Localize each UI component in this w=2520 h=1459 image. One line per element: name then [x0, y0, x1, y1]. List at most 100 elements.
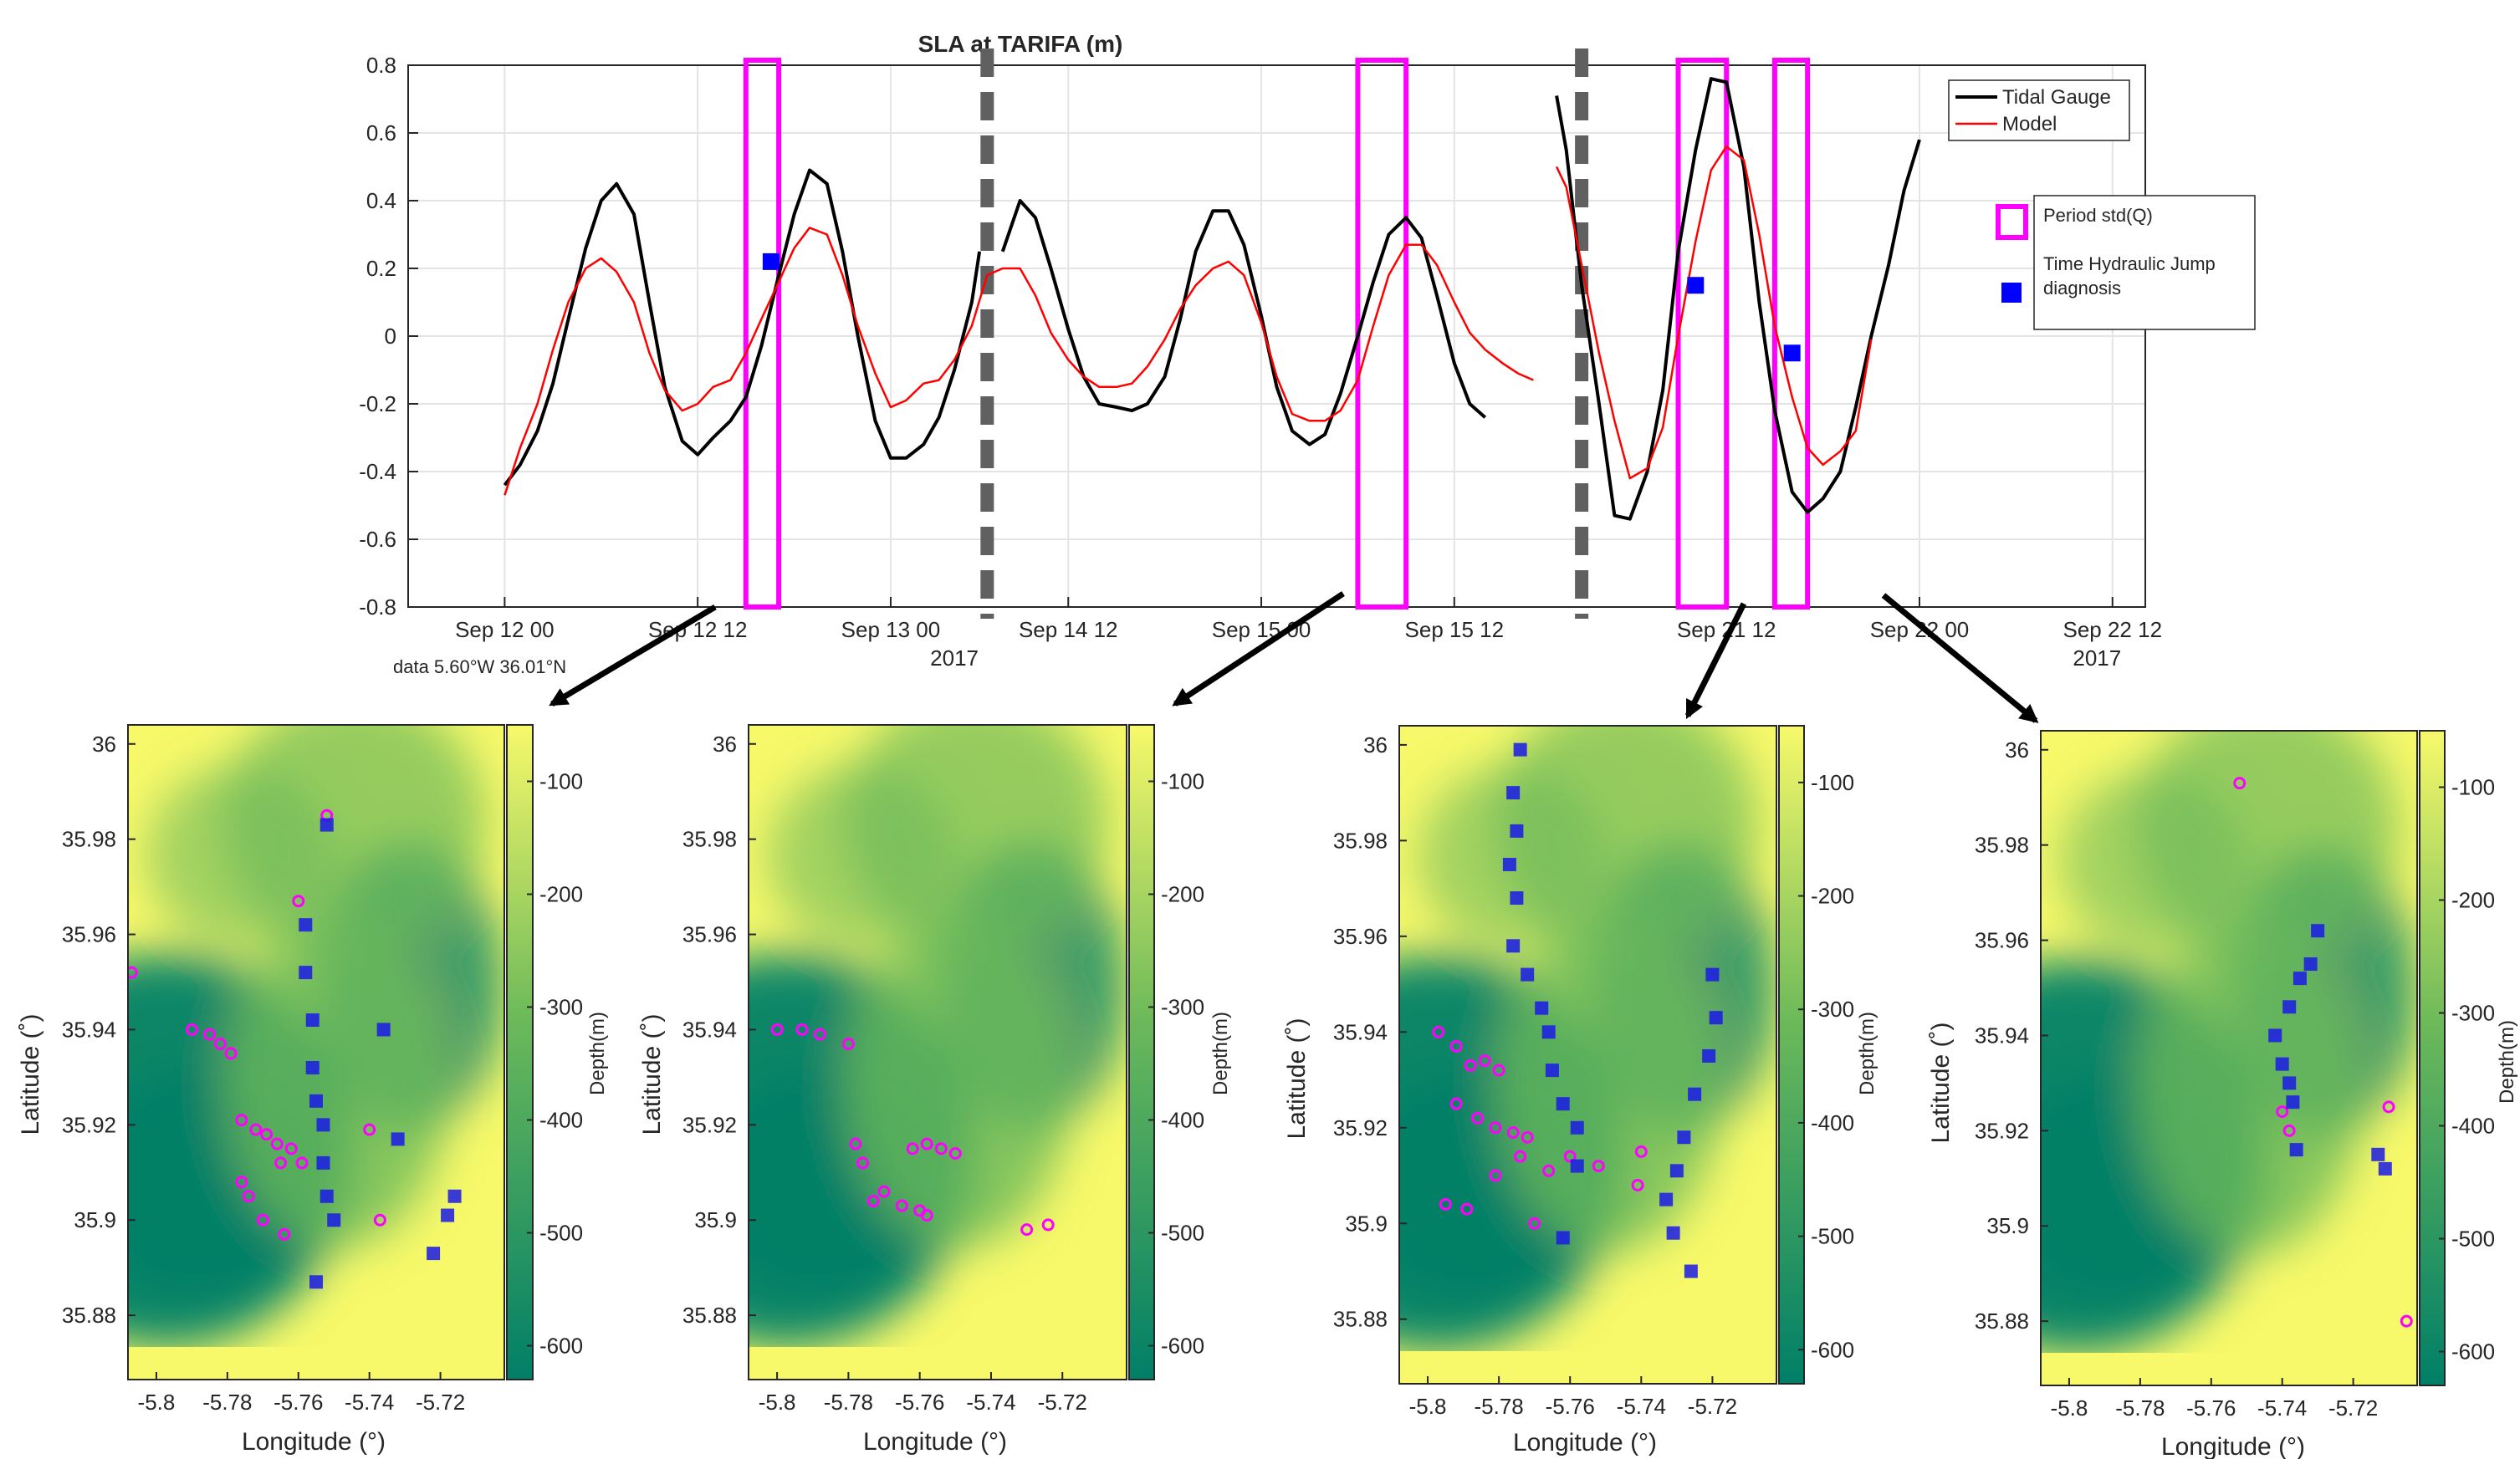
sla-time-series-chart: SLA at TARIFA (m) -0.8 -0.6 -0.4 -0.2 0 0.2 0.… — [359, 31, 2256, 677]
colorbar-tick-label: -400 — [1161, 1108, 1204, 1133]
depth-blob — [843, 921, 1071, 1249]
map-x-tick-label: -5.78 — [202, 1390, 252, 1415]
depth-blobs — [1399, 726, 1776, 1351]
map-panel-2: -5.8 -5.78 -5.76 -5.74 -5.72 35.88 35.9 35.92 35… — [638, 724, 1232, 1456]
hydraulic-point-magenta — [235, 1176, 248, 1189]
hydraulic-point-blue — [305, 1061, 319, 1075]
map-x-tick-label: -5.72 — [2328, 1395, 2378, 1421]
colorbar — [506, 724, 534, 1380]
hydraulic-point-magenta — [841, 1038, 855, 1051]
grid — [408, 64, 2145, 608]
colorbar-label: Depth(m) — [2496, 1020, 2518, 1104]
hydraulic-point-magenta — [235, 1114, 248, 1127]
colorbar-tick-label: -200 — [2451, 888, 2495, 913]
hydraulic-point-magenta — [270, 1137, 284, 1150]
x-tick-label: Sep 22 00 — [1870, 617, 1970, 642]
hydraulic-point-blue — [376, 1023, 391, 1037]
map-panel-1: -5.8 -5.78 -5.76 -5.74 -5.72 35.88 35.9 35.92 35… — [17, 724, 609, 1456]
y-axis-ticks: -0.8 -0.6 -0.4 -0.2 0 0.2 0.4 0.6 0.8 — [359, 53, 418, 620]
depth-blob — [1493, 923, 1720, 1252]
hydraulic-point-blue — [1513, 742, 1527, 757]
chart-title: SLA at TARIFA (m) — [918, 31, 1123, 57]
hydraulic-point-magenta — [1449, 1039, 1463, 1053]
hydraulic-point-blue — [316, 1118, 330, 1132]
hydraulic-point-magenta — [2282, 1124, 2296, 1137]
depth-field — [2041, 731, 2417, 1385]
map-y-tick-label: 35.96 — [1333, 924, 1388, 949]
series-tidal-gauge-line — [503, 168, 982, 487]
hydraulic-point-blue — [299, 966, 313, 980]
hydraulic-point-blue — [447, 1189, 462, 1203]
map-y-tick-label: 35.94 — [1333, 1019, 1388, 1044]
map-y-tick-label: 35.9 — [694, 1207, 737, 1232]
map-y-tick-label: 35.88 — [1975, 1309, 2029, 1334]
map-x-tick-label: -5.78 — [824, 1390, 873, 1415]
hydraulic-point-magenta — [128, 966, 138, 979]
map-y-tick-label: 35.98 — [1975, 833, 2029, 858]
hydraulic-point-blue — [1709, 1011, 1723, 1025]
hydraulic-point-blue — [1570, 1120, 1584, 1135]
hydraulic-point-magenta — [363, 1123, 376, 1136]
map-y-tick-label: 36 — [92, 732, 116, 757]
colorbar-tick-label: -200 — [1811, 884, 1854, 909]
map-x-tick-label: -5.8 — [1409, 1394, 1447, 1419]
depth-blob — [767, 763, 957, 948]
hydraulic-point-blue — [1666, 1226, 1680, 1240]
colorbar-tick-label: -600 — [2451, 1339, 2495, 1365]
hydraulic-point-blue — [319, 818, 334, 832]
x-tick-label: Sep 15 12 — [1405, 617, 1505, 642]
map-y-tick-label: 35.94 — [682, 1017, 737, 1042]
y-tick-label: 0 — [385, 324, 396, 349]
map-x-tick-label: -5.74 — [1617, 1394, 1666, 1419]
x-tick-label: Sep 12 00 — [455, 617, 555, 642]
legend2-box-label: Period std(Q) — [2043, 205, 2153, 226]
colorbar — [1128, 724, 1155, 1380]
map-y-tick-label: 35.92 — [1333, 1115, 1388, 1140]
hydraulic-point-blue — [1570, 1159, 1584, 1173]
y-tick-label: 0.4 — [366, 188, 396, 213]
x-tick-label: Sep 13 00 — [841, 617, 941, 642]
hydraulic-point-blue — [1506, 939, 1521, 953]
map-frame — [2040, 730, 2418, 1386]
jump-marker — [1783, 344, 1801, 362]
colorbar-tick-label: -200 — [539, 882, 583, 907]
legend-box — [1948, 79, 2130, 141]
hydraulic-point-blue — [1541, 1025, 1556, 1039]
map-y-tick-label: 35.96 — [62, 922, 116, 947]
map-x-tick-label: -5.8 — [138, 1390, 176, 1415]
hydraulic-point-magenta — [856, 1156, 869, 1170]
map-y-tick-label: 36 — [2005, 737, 2029, 763]
map-y-tick-label: 35.92 — [682, 1112, 737, 1137]
hydraulic-point-blue — [1510, 891, 1524, 905]
period-box — [743, 58, 782, 610]
legend2-marker-label-line1: Time Hydraulic Jump — [2043, 253, 2216, 274]
colorbar-tick-label: -600 — [539, 1334, 583, 1359]
jump-markers — [762, 253, 1801, 362]
colorbar — [1778, 725, 1805, 1385]
depth-blobs — [2041, 731, 2417, 1353]
period-box — [1355, 58, 1409, 610]
hydraulic-point-magenta — [274, 1156, 288, 1170]
y-tick-label: -0.2 — [359, 391, 396, 416]
depth-blobs — [128, 725, 504, 1347]
hydraulic-point-blue — [2286, 1095, 2300, 1110]
hydraulic-point-magenta — [284, 1142, 298, 1155]
hydraulic-point-blue — [2289, 1143, 2303, 1157]
colorbar-tick-label: -100 — [1161, 769, 1204, 794]
legend2-marker-swatch — [2001, 283, 2022, 303]
hydraulic-point-magenta — [1432, 1025, 1445, 1038]
legend-secondary: Period std(Q) Time Hydraulic Jump diagno… — [1996, 195, 2256, 330]
hydraulic-point-blue — [2275, 1057, 2289, 1071]
hydraulic-point-magenta — [1439, 1197, 1452, 1211]
hydraulic-point-magenta — [1020, 1223, 1034, 1237]
map-x-tick-label: -5.74 — [345, 1390, 394, 1415]
hydraulic-point-blue — [2303, 957, 2318, 972]
hydraulic-point-magenta — [895, 1199, 908, 1212]
map-panel-3: -5.8 -5.78 -5.76 -5.74 -5.72 35.88 35.9 35.92 35… — [1283, 725, 1878, 1456]
depth-field — [749, 725, 1127, 1380]
map-ylabel: Latitude (˚) — [1283, 1018, 1311, 1139]
series-tidal-gauge-line — [1000, 199, 1487, 446]
x-tick-label: Sep 15 00 — [1212, 617, 1311, 642]
depth-map-1: -5.8 -5.78 -5.76 -5.74 -5.72 35.88 35.9 35.92 35… — [62, 724, 583, 1415]
